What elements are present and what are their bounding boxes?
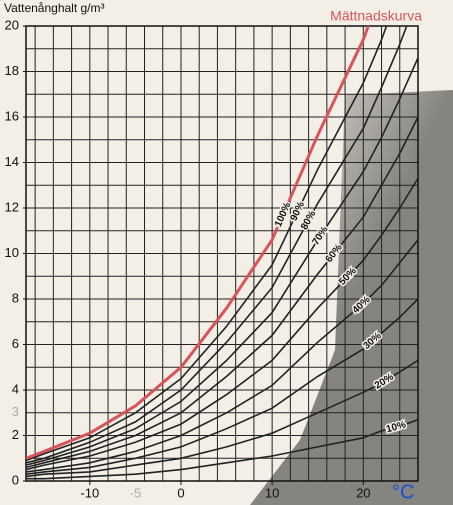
curve	[26, 418, 418, 480]
y-tick-label: 3	[12, 404, 19, 419]
y-tick-label: 12	[5, 199, 19, 214]
y-tick-label: 0	[12, 472, 19, 487]
y-tick-label: 2	[12, 427, 19, 442]
plot-lines	[26, 26, 418, 480]
x-axis-label: °C	[392, 481, 414, 503]
y-tick-label: 4	[12, 381, 19, 396]
y-tick-label: 18	[5, 63, 19, 78]
x-tick-label: 20	[356, 485, 370, 500]
x-tick-label: -10	[80, 485, 99, 500]
x-tick-label: -5	[130, 485, 142, 500]
curve	[26, 239, 418, 473]
curve	[26, 177, 418, 471]
curve	[26, 298, 418, 475]
y-tick-label: 10	[5, 245, 19, 260]
legend-label: Mättnadskurva	[330, 8, 422, 24]
curve	[26, 57, 418, 466]
y-tick-label: 6	[12, 336, 19, 351]
curve	[26, 359, 418, 478]
y-tick-label: 16	[5, 108, 19, 123]
y-tick-label: 8	[12, 290, 19, 305]
curve	[26, 116, 418, 469]
y-axis-label: Vattenånghalt g/m³	[4, 1, 105, 15]
curve	[26, 26, 370, 460]
x-tick-label: 0	[177, 485, 184, 500]
curve	[26, 26, 388, 462]
y-tick-label: 14	[5, 154, 19, 169]
x-tick-label: 10	[265, 485, 279, 500]
curve	[26, 26, 408, 464]
y-tick-label: 20	[5, 17, 19, 32]
shadow	[250, 90, 453, 505]
